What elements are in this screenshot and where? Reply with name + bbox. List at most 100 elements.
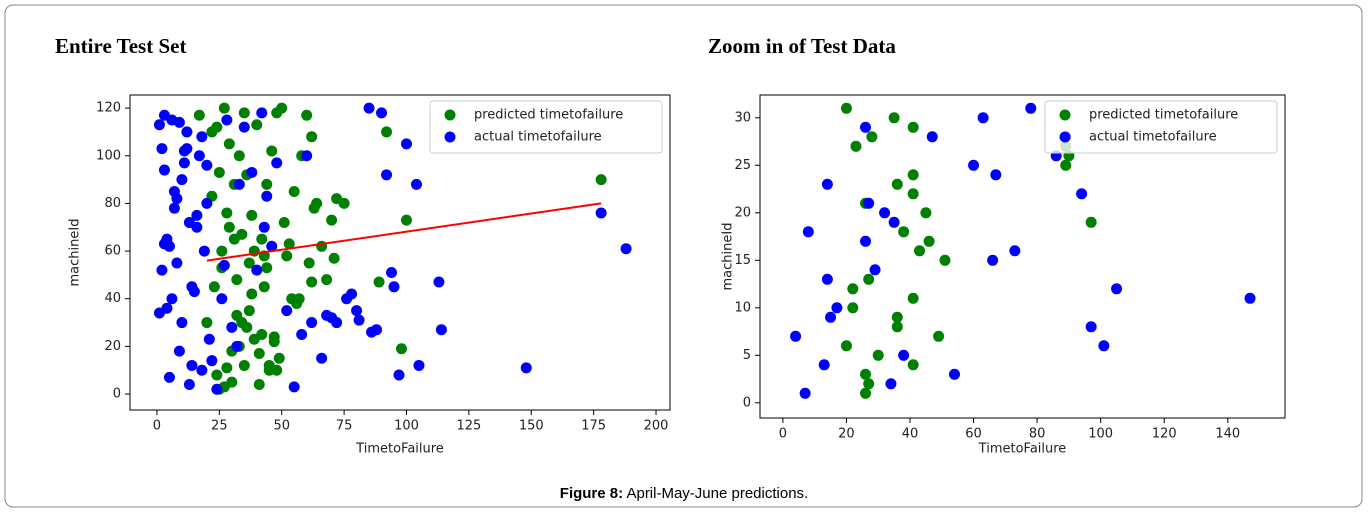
x-tick-label: 140 — [1215, 427, 1240, 442]
point — [246, 288, 258, 300]
point — [163, 371, 175, 383]
point — [891, 178, 903, 190]
point — [271, 157, 283, 169]
legend-marker — [444, 131, 456, 143]
y-tick-label: 0 — [113, 387, 121, 402]
point — [926, 131, 938, 143]
point — [520, 362, 532, 374]
y-tick-label: 30 — [734, 110, 751, 125]
point — [211, 383, 223, 395]
point — [223, 221, 235, 233]
point — [233, 150, 245, 162]
point — [156, 264, 168, 276]
chart-title: Zoom in of Test Data — [708, 34, 896, 58]
point — [191, 221, 203, 233]
legend-marker — [444, 109, 456, 121]
y-tick-label: 60 — [104, 244, 121, 259]
point — [907, 359, 919, 371]
point — [176, 317, 188, 329]
point — [288, 381, 300, 393]
y-tick-label: 120 — [96, 101, 121, 116]
point — [213, 166, 225, 178]
y-tick-label: 20 — [734, 205, 751, 220]
point — [990, 169, 1002, 181]
point — [283, 238, 295, 250]
point — [211, 369, 223, 381]
point — [278, 216, 290, 228]
point — [620, 243, 632, 255]
chart-title: Entire Test Set — [55, 34, 186, 58]
point — [321, 274, 333, 286]
legend-label: predicted timetofailure — [1089, 108, 1238, 123]
x-tick-label: 120 — [1152, 427, 1177, 442]
legend-marker — [1059, 131, 1071, 143]
point — [231, 274, 243, 286]
point — [236, 317, 248, 329]
point — [196, 364, 208, 376]
point — [286, 293, 298, 305]
point — [326, 214, 338, 226]
point — [363, 102, 375, 114]
point — [216, 293, 228, 305]
point — [907, 188, 919, 200]
point — [388, 281, 400, 293]
point — [166, 293, 178, 305]
point — [1060, 159, 1072, 171]
legend-marker — [1059, 109, 1071, 121]
caption-text: April-May-June predictions. — [626, 485, 808, 502]
point — [221, 114, 233, 126]
x-tick-label: 0 — [153, 419, 161, 434]
point — [595, 174, 607, 186]
point — [860, 235, 872, 247]
point — [266, 145, 278, 157]
point — [907, 169, 919, 181]
point — [939, 254, 951, 266]
point — [381, 126, 393, 138]
point — [351, 305, 363, 317]
point — [308, 202, 320, 214]
plot-area — [129, 94, 671, 411]
point — [1076, 188, 1088, 200]
point — [831, 302, 843, 314]
point — [1085, 216, 1097, 228]
point — [1085, 321, 1097, 333]
point — [186, 359, 198, 371]
point — [381, 169, 393, 181]
point — [435, 324, 447, 336]
y-tick-label: 25 — [734, 158, 751, 173]
point — [168, 202, 180, 214]
point — [201, 317, 213, 329]
point — [193, 109, 205, 121]
plot-area — [759, 94, 1286, 419]
point — [885, 378, 897, 390]
y-tick-label: 0 — [743, 395, 751, 410]
point — [847, 302, 859, 314]
point — [303, 257, 315, 269]
legend-label: actual timetofailure — [474, 130, 602, 145]
point — [173, 116, 185, 128]
point — [171, 257, 183, 269]
point — [153, 307, 165, 319]
point — [276, 102, 288, 114]
point — [218, 259, 230, 271]
point — [346, 288, 358, 300]
point — [879, 207, 891, 219]
point — [203, 333, 215, 345]
point — [251, 264, 263, 276]
point — [907, 121, 919, 133]
frame — [4, 4, 1363, 508]
point — [153, 119, 165, 131]
x-tick-label: 80 — [1029, 427, 1046, 442]
point — [433, 276, 445, 288]
point — [1111, 283, 1123, 295]
point — [238, 121, 250, 133]
x-tick-label: 100 — [1088, 427, 1113, 442]
point — [256, 107, 268, 119]
point — [840, 340, 852, 352]
point — [208, 281, 220, 293]
point — [206, 355, 218, 367]
point — [251, 119, 263, 131]
point — [178, 145, 190, 157]
point — [790, 330, 802, 342]
legend-box — [429, 100, 663, 154]
